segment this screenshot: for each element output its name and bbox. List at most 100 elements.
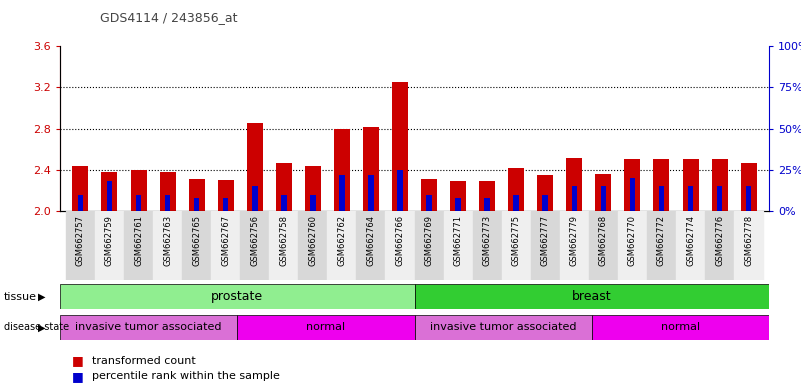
Text: invasive tumor associated: invasive tumor associated — [75, 322, 222, 333]
Text: GSM662777: GSM662777 — [541, 215, 549, 266]
Bar — [66, 211, 95, 280]
Text: GSM662779: GSM662779 — [570, 215, 579, 266]
Bar — [592, 315, 769, 340]
Bar — [356, 211, 385, 280]
Bar — [72, 166, 88, 211]
Bar — [676, 211, 705, 280]
Bar — [415, 284, 769, 309]
Bar — [188, 179, 204, 211]
Bar — [647, 211, 676, 280]
Bar — [60, 284, 415, 309]
Bar — [734, 211, 763, 280]
Bar — [269, 211, 298, 280]
Bar — [159, 172, 175, 211]
Bar — [153, 211, 182, 280]
Bar — [595, 174, 611, 211]
Text: GSM662762: GSM662762 — [337, 215, 346, 266]
Bar — [223, 198, 228, 211]
Bar — [601, 186, 606, 211]
Bar — [450, 181, 466, 211]
Bar — [682, 159, 698, 211]
Bar — [688, 186, 694, 211]
Text: prostate: prostate — [211, 290, 264, 303]
Text: GSM662763: GSM662763 — [163, 215, 172, 266]
Bar — [479, 181, 495, 211]
Text: normal: normal — [306, 322, 345, 333]
Text: GSM662764: GSM662764 — [366, 215, 376, 266]
Text: GSM662771: GSM662771 — [453, 215, 463, 266]
Bar — [571, 186, 577, 211]
Bar — [334, 129, 350, 211]
Text: GSM662766: GSM662766 — [396, 215, 405, 266]
Bar — [625, 159, 641, 211]
Text: GSM662756: GSM662756 — [250, 215, 260, 266]
Text: tissue: tissue — [4, 291, 37, 302]
Text: GSM662770: GSM662770 — [628, 215, 637, 266]
Bar — [746, 186, 751, 211]
Bar — [194, 198, 199, 211]
Text: GSM662759: GSM662759 — [105, 215, 114, 265]
Bar — [566, 157, 582, 211]
Bar — [717, 186, 723, 211]
Bar — [211, 211, 240, 280]
Bar — [102, 172, 118, 211]
Text: GSM662769: GSM662769 — [425, 215, 433, 266]
Text: GSM662772: GSM662772 — [657, 215, 666, 266]
Text: GSM662760: GSM662760 — [308, 215, 317, 266]
Bar — [513, 195, 519, 211]
Text: ■: ■ — [72, 354, 84, 367]
Bar — [135, 195, 141, 211]
Bar — [560, 211, 589, 280]
Bar — [537, 175, 553, 211]
Bar — [711, 159, 727, 211]
Bar — [328, 211, 356, 280]
Text: GSM662758: GSM662758 — [280, 215, 288, 266]
Text: percentile rank within the sample: percentile rank within the sample — [92, 371, 280, 381]
Text: breast: breast — [572, 290, 611, 303]
Bar — [339, 175, 344, 211]
Bar — [705, 211, 734, 280]
Bar — [542, 195, 548, 211]
Bar — [589, 211, 618, 280]
Text: invasive tumor associated: invasive tumor associated — [430, 322, 577, 333]
Bar — [165, 195, 171, 211]
Bar — [124, 211, 153, 280]
Bar — [741, 163, 757, 211]
Text: GSM662765: GSM662765 — [192, 215, 201, 266]
Bar — [310, 195, 316, 211]
Text: GSM662774: GSM662774 — [686, 215, 695, 266]
Text: GSM662776: GSM662776 — [715, 215, 724, 266]
Bar — [501, 211, 531, 280]
Bar — [95, 211, 124, 280]
Bar — [218, 180, 234, 211]
Text: GSM662757: GSM662757 — [76, 215, 85, 266]
Text: GSM662767: GSM662767 — [221, 215, 230, 266]
Bar — [630, 178, 635, 211]
Text: normal: normal — [661, 322, 700, 333]
Bar — [473, 211, 501, 280]
Bar — [78, 195, 83, 211]
Bar — [397, 170, 403, 211]
Bar — [415, 315, 592, 340]
Bar — [658, 186, 664, 211]
Text: GSM662775: GSM662775 — [512, 215, 521, 266]
Text: disease state: disease state — [4, 322, 69, 333]
Bar — [305, 166, 321, 211]
Bar — [654, 159, 670, 211]
Bar — [618, 211, 647, 280]
Bar — [485, 198, 490, 211]
Bar — [247, 124, 263, 211]
Bar — [363, 127, 379, 211]
Bar — [444, 211, 473, 280]
Bar — [421, 179, 437, 211]
Bar — [281, 195, 287, 211]
Bar — [60, 315, 237, 340]
Bar — [107, 182, 112, 211]
Text: transformed count: transformed count — [92, 356, 196, 366]
Bar — [182, 211, 211, 280]
Bar — [368, 175, 374, 211]
Bar — [508, 168, 524, 211]
Bar — [455, 198, 461, 211]
Text: GSM662778: GSM662778 — [744, 215, 753, 266]
Text: GDS4114 / 243856_at: GDS4114 / 243856_at — [100, 12, 238, 25]
